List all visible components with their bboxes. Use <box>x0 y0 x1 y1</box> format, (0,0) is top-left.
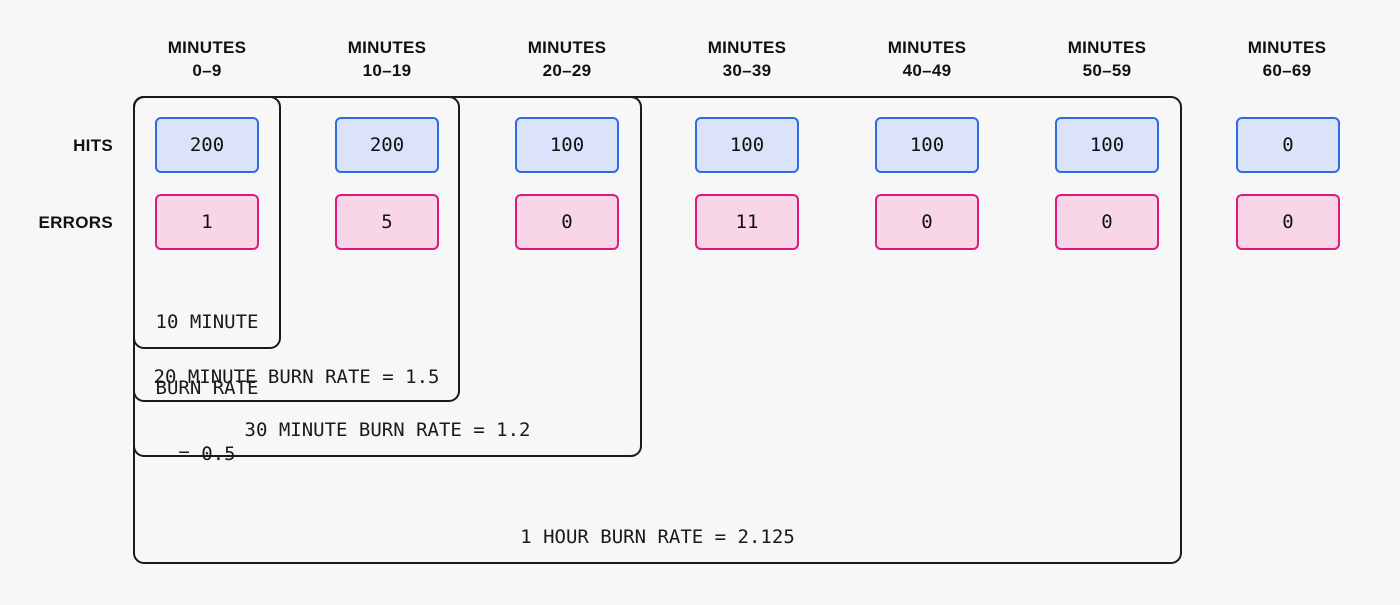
hits-box-20-29: 100 <box>515 117 619 173</box>
hits-box-50-59: 100 <box>1055 117 1159 173</box>
errors-box-40-49: 0 <box>875 194 979 250</box>
column-header-50-59: MINUTES 50–59 <box>1067 38 1147 80</box>
burn-rate-label-20-minute: 20 MINUTE BURN RATE = 1.5 <box>153 366 440 388</box>
hits-box-10-19: 200 <box>335 117 439 173</box>
errors-box-10-19: 5 <box>335 194 439 250</box>
column-header-10-19: MINUTES 10–19 <box>347 38 427 80</box>
column-header-30-39: MINUTES 30–39 <box>707 38 787 80</box>
errors-box-0-9: 1 <box>155 194 259 250</box>
column-header-40-49: MINUTES 40–49 <box>887 38 967 80</box>
column-header-60-69: MINUTES 60–69 <box>1247 38 1327 80</box>
burn-rate-label-30-minute: 30 MINUTE BURN RATE = 1.2 <box>244 419 531 441</box>
window-box-10-minute <box>133 96 281 349</box>
errors-box-20-29: 0 <box>515 194 619 250</box>
column-header-0-9: MINUTES 0–9 <box>167 38 247 80</box>
burn-rate-label-10-minute: 10 MINUTE BURN RATE = 0.5 <box>155 311 259 465</box>
hits-box-0-9: 200 <box>155 117 259 173</box>
errors-box-60-69: 0 <box>1236 194 1340 250</box>
burn-rate-label-1-hour: 1 HOUR BURN RATE = 2.125 <box>520 526 795 548</box>
hits-box-60-69: 0 <box>1236 117 1340 173</box>
hits-box-40-49: 100 <box>875 117 979 173</box>
column-header-20-29: MINUTES 20–29 <box>527 38 607 80</box>
row-label-errors: ERRORS <box>38 213 113 232</box>
row-label-hits: HITS <box>73 136 113 155</box>
errors-box-50-59: 0 <box>1055 194 1159 250</box>
errors-box-30-39: 11 <box>695 194 799 250</box>
hits-box-30-39: 100 <box>695 117 799 173</box>
